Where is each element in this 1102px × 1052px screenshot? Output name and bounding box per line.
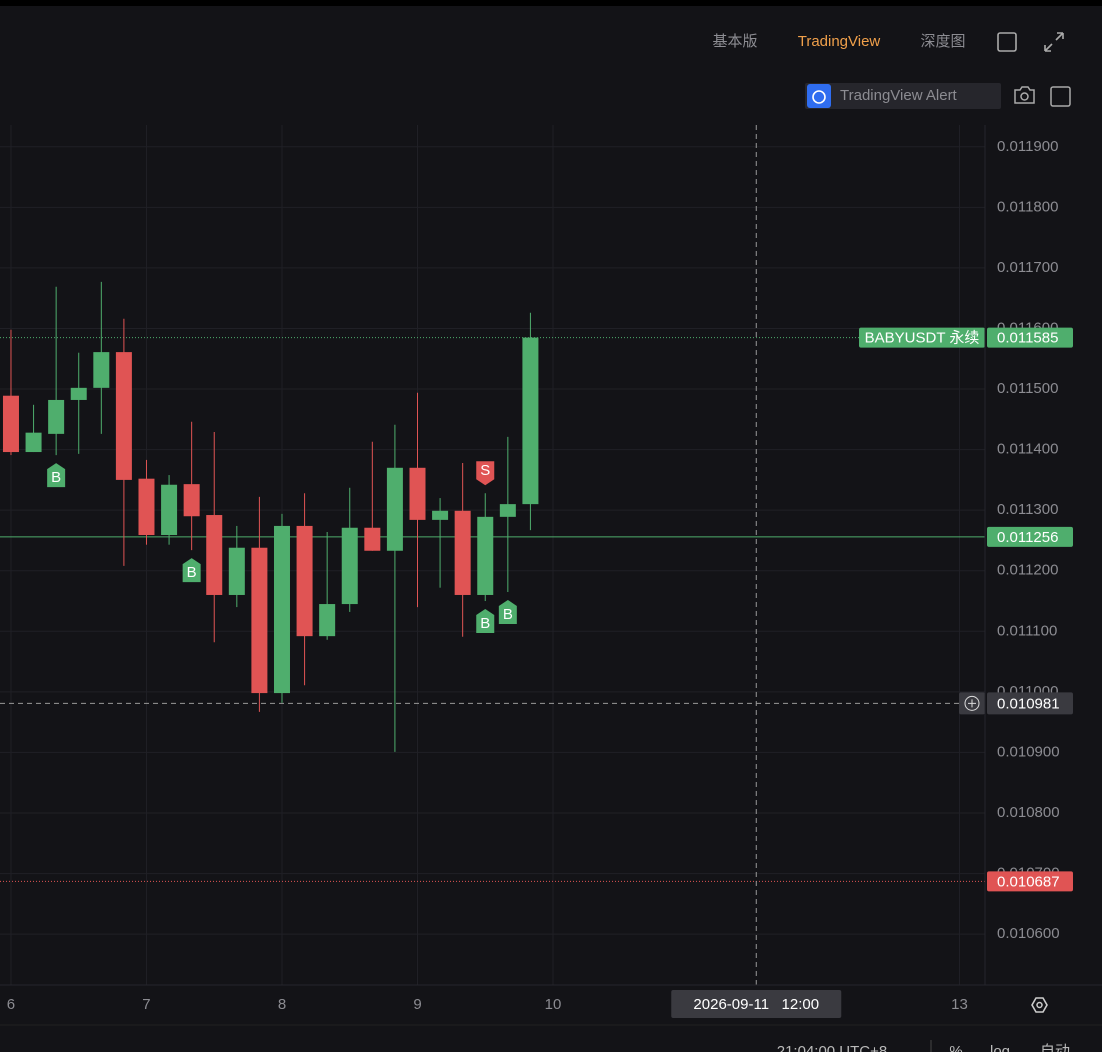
price-tag (987, 526, 1073, 547)
candle-body (183, 484, 200, 517)
candle-body (364, 527, 381, 551)
y-tick-label: 0.011900 (997, 138, 1058, 155)
signal-marker (182, 558, 201, 583)
crosshair-time-label: 2026-09-11 12:00 (693, 996, 819, 1013)
y-tick-label: 0.011500 (997, 380, 1058, 397)
signal-marker (476, 609, 495, 634)
candle-body (432, 510, 449, 520)
candle-body (228, 547, 245, 595)
alert-label[interactable]: TradingView Alert (840, 87, 958, 104)
y-tick-label: 0.011700 (997, 259, 1058, 276)
price-tag-label: 0.011256 (997, 529, 1058, 546)
candle-body (409, 467, 426, 520)
candle-body (273, 525, 290, 694)
candle-body (499, 504, 516, 517)
alert-icon-clock (812, 90, 826, 104)
candle-body (319, 604, 336, 637)
crosshair-add-plus (968, 699, 976, 708)
tab[interactable]: 基本版 (712, 33, 757, 50)
plot: 0.0106000.0107000.0108000.0109000.011000… (0, 125, 1073, 1018)
candle-body (477, 516, 494, 595)
candle-body (115, 352, 132, 480)
price-tag (987, 327, 1073, 348)
candle-body (48, 399, 65, 434)
symbol-tag-label: BABYUSDT 永续 (865, 330, 980, 347)
crosshair-price-tag (987, 692, 1073, 715)
tab[interactable]: 深度图 (920, 33, 965, 50)
signal-label: B (480, 615, 490, 632)
crosshair-time-tag (671, 990, 842, 1018)
signal-label: S (480, 462, 490, 479)
camera-lens (1020, 92, 1029, 101)
symbol-tag (859, 327, 985, 348)
status-time: 21:04:00 UTC+8 (777, 1043, 888, 1052)
candle-body (522, 337, 539, 505)
x-tick-label: 10 (545, 996, 562, 1013)
price-tag (987, 871, 1073, 892)
alert-icon (807, 84, 831, 108)
y-tick-label: 0.011300 (997, 501, 1058, 518)
settings-icon[interactable] (1031, 997, 1048, 1013)
candle-body (386, 467, 403, 551)
camera-icon[interactable] (1014, 86, 1035, 104)
fullscreen-icon[interactable] (1044, 32, 1064, 52)
candle-body (341, 527, 358, 605)
y-tick-label: 0.011400 (997, 441, 1058, 458)
signal-marker (498, 599, 517, 624)
candle-body (25, 432, 42, 453)
candle-body (161, 484, 178, 536)
candle-body (296, 525, 313, 637)
y-tick-label: 0.010800 (997, 804, 1060, 821)
signal-label: B (51, 469, 61, 486)
y-tick-label: 0.011200 (997, 562, 1058, 579)
candle-body (138, 478, 155, 536)
candle-body (2, 395, 19, 453)
candle-body (454, 510, 471, 595)
background (0, 6, 1102, 1052)
candle-body (251, 547, 268, 694)
status-auto[interactable]: 自动 (1040, 1043, 1070, 1052)
price-tag-label: 0.011585 (997, 330, 1058, 347)
tab[interactable]: TradingView (798, 33, 881, 50)
layout-icon[interactable] (997, 32, 1017, 52)
y-tick-label: 0.011800 (997, 198, 1058, 215)
candle-body (93, 352, 110, 388)
x-tick-label: 13 (951, 996, 968, 1013)
x-tick-label: 7 (142, 996, 150, 1013)
y-tick-label: 0.011100 (997, 622, 1057, 639)
x-tick-label: 6 (7, 996, 15, 1013)
y-tick-label: 0.010600 (997, 925, 1060, 942)
crosshair-price-label: 0.010981 (997, 695, 1060, 712)
price-tag-label: 0.010687 (997, 873, 1060, 890)
signal-label: B (187, 564, 197, 581)
signal-marker (47, 463, 66, 488)
crosshair-add-icon (964, 695, 980, 711)
x-tick-label: 8 (278, 996, 286, 1013)
expand-icon[interactable] (1050, 86, 1071, 107)
x-tick-label: 9 (413, 996, 421, 1013)
alert-button[interactable] (805, 83, 1001, 109)
status-percent[interactable]: % (949, 1043, 962, 1052)
signal-marker (476, 461, 495, 486)
signal-label: B (503, 606, 513, 623)
settings-icon-dot (1036, 1001, 1043, 1009)
status-log[interactable]: log (990, 1043, 1010, 1052)
candle-body (70, 387, 87, 400)
y-tick-label: 0.010900 (997, 743, 1060, 760)
candle-body (206, 515, 223, 595)
